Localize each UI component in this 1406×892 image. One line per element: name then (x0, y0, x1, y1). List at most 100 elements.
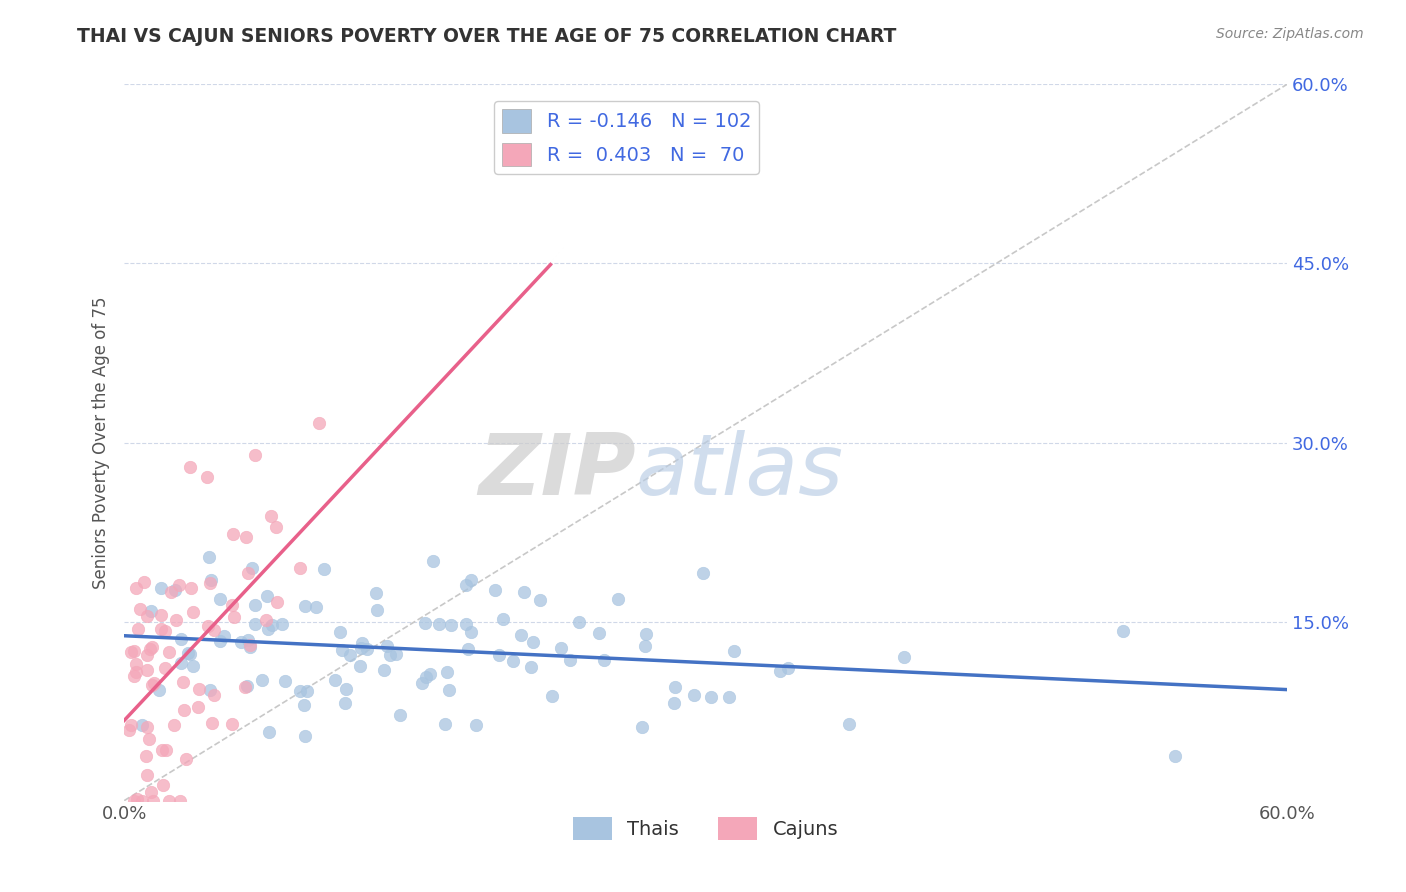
Point (208, 592, 231, 607)
Point (1112, 624, 1135, 639)
Point (198, 575, 221, 590)
Point (239, 640, 262, 655)
Point (209, 633, 232, 648)
Point (294, 599, 316, 614)
Point (187, 681, 209, 696)
Point (165, 614, 187, 628)
Point (183, 605, 205, 619)
Point (149, 581, 172, 595)
Point (568, 615, 591, 629)
Point (257, 623, 280, 637)
Point (176, 646, 198, 660)
Point (606, 592, 628, 607)
Point (169, 794, 191, 808)
Point (176, 752, 198, 766)
Point (664, 680, 686, 694)
Point (456, 616, 478, 631)
Point (173, 703, 195, 717)
Point (155, 624, 177, 638)
Point (202, 688, 225, 702)
Point (224, 610, 246, 624)
Point (529, 593, 551, 607)
Point (167, 578, 190, 592)
Point (149, 608, 172, 623)
Point (165, 582, 187, 597)
Point (692, 566, 714, 581)
Point (142, 794, 165, 808)
Point (243, 616, 266, 631)
Point (356, 641, 378, 656)
Point (488, 648, 510, 662)
Point (769, 664, 792, 678)
Point (127, 792, 149, 806)
Point (172, 675, 194, 690)
Point (415, 670, 437, 684)
Point (239, 638, 262, 652)
Point (125, 657, 148, 671)
Point (257, 724, 280, 739)
Point (139, 604, 162, 618)
Point (254, 613, 277, 627)
Point (127, 622, 149, 636)
Point (465, 718, 488, 732)
Point (152, 778, 174, 792)
Point (179, 647, 201, 661)
Point (454, 578, 477, 592)
Point (364, 585, 387, 599)
Point (634, 639, 657, 653)
Point (682, 688, 704, 702)
Point (332, 642, 354, 657)
Point (236, 680, 259, 694)
Point (142, 676, 165, 690)
Point (122, 644, 145, 658)
Point (139, 785, 162, 799)
Point (294, 729, 316, 743)
Point (179, 460, 201, 475)
Point (235, 530, 257, 544)
Point (717, 690, 740, 704)
Point (221, 717, 243, 731)
Point (197, 619, 219, 633)
Point (138, 732, 160, 747)
Point (240, 561, 263, 575)
Point (135, 648, 157, 662)
Point (155, 743, 177, 757)
Point (460, 625, 482, 640)
Point (200, 683, 222, 698)
Point (305, 600, 328, 615)
Point (541, 690, 564, 704)
Y-axis label: Seniors Poverty Over the Age of 75: Seniors Poverty Over the Age of 75 (93, 296, 110, 589)
Point (264, 520, 287, 534)
Point (436, 665, 458, 679)
Point (550, 640, 572, 655)
Point (288, 561, 311, 575)
Point (292, 698, 315, 712)
Point (221, 598, 243, 612)
Point (128, 602, 150, 616)
Point (433, 716, 456, 731)
Point (195, 470, 218, 484)
Point (136, 768, 159, 782)
Point (460, 574, 482, 588)
Point (159, 585, 181, 599)
Point (329, 624, 352, 639)
Point (260, 617, 283, 632)
Point (148, 683, 170, 698)
Point (512, 585, 534, 599)
Point (120, 645, 142, 659)
Point (120, 718, 142, 732)
Point (159, 644, 181, 658)
Point (229, 635, 252, 649)
Point (141, 678, 163, 692)
Point (776, 660, 799, 674)
Point (135, 749, 157, 764)
Point (389, 707, 412, 722)
Point (350, 636, 373, 650)
Point (245, 598, 267, 612)
Point (131, 794, 153, 808)
Point (664, 696, 686, 710)
Point (135, 663, 157, 677)
Point (236, 632, 259, 647)
Point (163, 718, 186, 732)
Point (122, 669, 145, 683)
